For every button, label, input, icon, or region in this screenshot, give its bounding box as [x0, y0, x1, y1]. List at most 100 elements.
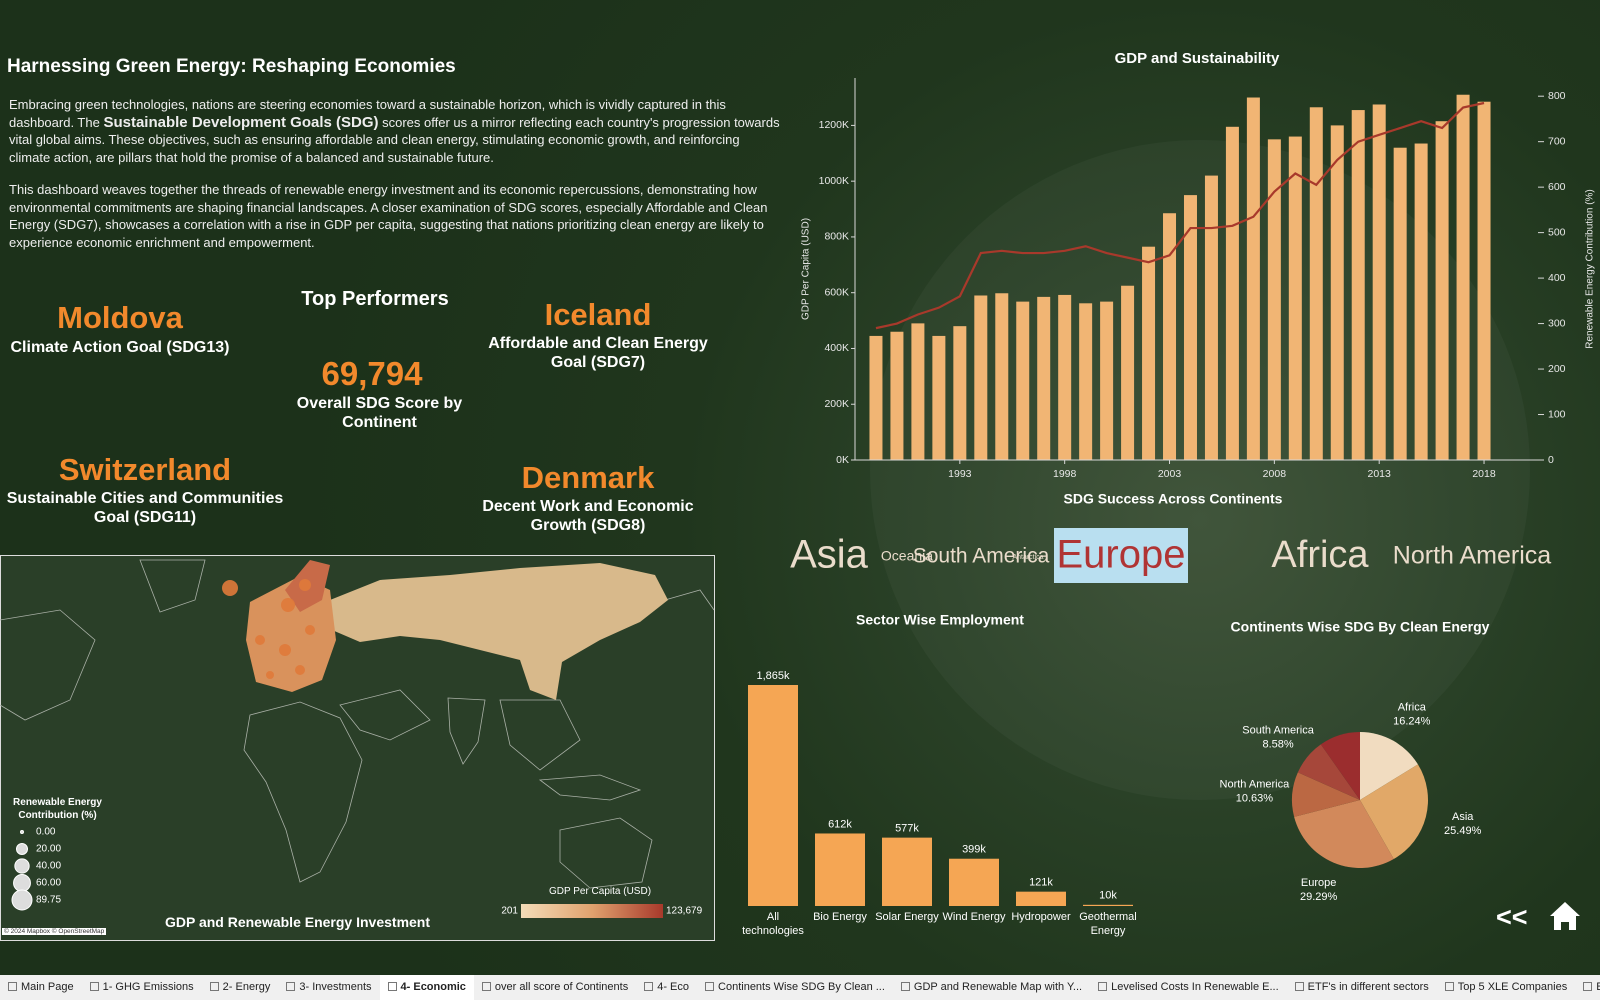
tab[interactable]: 2- Energy: [202, 975, 279, 1000]
home-button[interactable]: [1550, 902, 1580, 930]
y-tick-label: 1200K: [819, 119, 849, 131]
bar: [1435, 121, 1449, 460]
bar: [1121, 285, 1135, 460]
bar: [890, 331, 904, 460]
y-axis-label: GDP Per Capita (USD): [801, 218, 812, 320]
back-button[interactable]: <<: [1496, 902, 1528, 932]
chart-title: Sector Wise Employment: [856, 612, 1024, 628]
region-fill: [246, 576, 336, 692]
country: Iceland: [544, 297, 652, 332]
size-legend-label: 20.00: [36, 844, 61, 855]
map-point: [266, 671, 274, 679]
tab-icon: [8, 982, 17, 991]
bar: [1456, 94, 1470, 461]
y2-tick-label: 700: [1548, 135, 1566, 147]
tab[interactable]: 4- Eco: [636, 975, 697, 1000]
tab[interactable]: Exchanged Traded fund:: [1575, 975, 1600, 1000]
tab-label: ETF's in different sectors: [1307, 981, 1429, 993]
value-label: 1,865k: [756, 670, 790, 682]
tab[interactable]: 1- GHG Emissions: [82, 975, 202, 1000]
map-point: [222, 580, 238, 596]
tab-icon: [1098, 982, 1108, 991]
bar: [1288, 136, 1302, 460]
y-tick-label: 0K: [836, 454, 849, 466]
size-legend-mark: [15, 842, 29, 856]
value-label: 10k: [1099, 890, 1117, 902]
size-legend-label: 0.00: [36, 827, 56, 838]
tab-icon: [89, 982, 99, 991]
tab[interactable]: over all score of Continents: [474, 975, 636, 1000]
tab[interactable]: ETF's in different sectors: [1287, 975, 1437, 1000]
map-points: [222, 579, 315, 679]
y-tick-label: 1000K: [819, 175, 849, 187]
tab[interactable]: 3- Investments: [278, 975, 379, 1000]
goal: Climate Action Goal (SDG13): [10, 339, 230, 356]
tab-label: Top 5 XLE Companies: [1457, 981, 1568, 993]
slice-label: Africa: [1398, 701, 1427, 713]
bar: [1183, 195, 1197, 460]
land-outline: [664, 589, 715, 611]
color-legend-min: 201: [501, 906, 518, 917]
size-legend-mark: [13, 874, 31, 892]
map-attribution: © 2024 Mapbox © OpenStreetMap: [2, 928, 107, 935]
bar: [1393, 147, 1407, 461]
pie-slice: [1297, 744, 1360, 800]
word-highlight: [1054, 528, 1188, 583]
bar: [949, 858, 999, 906]
tab-label: 2- Energy: [222, 981, 271, 993]
text: scores offer us a mirror reflecting each…: [9, 114, 780, 165]
tab[interactable]: 4- Economic: [379, 975, 474, 1000]
slice-value: 10.63%: [1236, 793, 1274, 805]
bar: [1414, 143, 1428, 460]
bar: [1351, 110, 1365, 460]
tab-icon: [1294, 982, 1304, 991]
country: Switzerland: [58, 452, 232, 487]
x-tick-label: 2003: [1158, 468, 1182, 480]
size-legend-mark: [20, 830, 24, 834]
bar: [1477, 101, 1491, 460]
x-tick-label: 1993: [948, 468, 972, 480]
legend-title: GDP Per Capita (USD): [548, 886, 652, 897]
tab-bar: Main Page 1- GHG Emissions 2- Energy 3- Inv…: [0, 975, 1600, 1000]
x-tick-label: Geothermal Energy: [1079, 911, 1137, 937]
intro-paragraph: Embracing green technologies, nations ar…: [9, 96, 784, 166]
bar: [932, 335, 946, 460]
land-outline: [339, 689, 431, 741]
size-legend-label: 60.00: [36, 878, 61, 889]
tab-label: Levelised Costs In Renewable E...: [1111, 981, 1279, 993]
tab[interactable]: Levelised Costs In Renewable E...: [1090, 975, 1287, 1000]
bar: [1016, 891, 1066, 906]
word: Europe: [1057, 533, 1186, 577]
bar: [1309, 107, 1323, 460]
size-legend-label: 40.00: [36, 861, 61, 872]
word: Oceania: [881, 548, 933, 564]
map-point: [279, 644, 291, 656]
legend-title: Renewable Energy Contribution (%): [13, 797, 102, 821]
x-tick-label: 2018: [1472, 468, 1496, 480]
bar: [1204, 175, 1218, 460]
bar: [748, 685, 798, 906]
kpi-label: Overall SDG Score by Continent: [296, 395, 463, 431]
color-legend-max: 123,679: [666, 906, 703, 917]
pie-slice: [1294, 800, 1394, 868]
tab[interactable]: Main Page: [0, 975, 82, 1000]
map-point: [281, 598, 295, 612]
slice-value: 8.58%: [1262, 739, 1293, 751]
x-tick-label: Bio Energy: [813, 911, 867, 923]
bar: [1163, 213, 1177, 460]
chart-title: SDG Success Across Continents: [1064, 491, 1283, 507]
tab[interactable]: Top 5 XLE Companies: [1437, 975, 1575, 1000]
y-tick-label: 800K: [824, 231, 849, 243]
bar: [869, 335, 883, 460]
map-outlines: [0, 559, 715, 889]
x-tick-label: Wind Energy: [942, 911, 1006, 923]
x-tick-label: 2013: [1368, 468, 1392, 480]
bar: [882, 837, 932, 906]
chart-title: GDP and Sustainability: [1115, 50, 1280, 67]
goal: Decent Work and Economic Growth (SDG8): [482, 498, 694, 534]
pie-slice: [1360, 732, 1418, 800]
word: South America: [913, 545, 1050, 568]
slice-value: 25.49%: [1444, 825, 1482, 837]
tab[interactable]: GDP and Renewable Map with Y...: [893, 975, 1090, 1000]
tab[interactable]: Continents Wise SDG By Clean ...: [697, 975, 893, 1000]
